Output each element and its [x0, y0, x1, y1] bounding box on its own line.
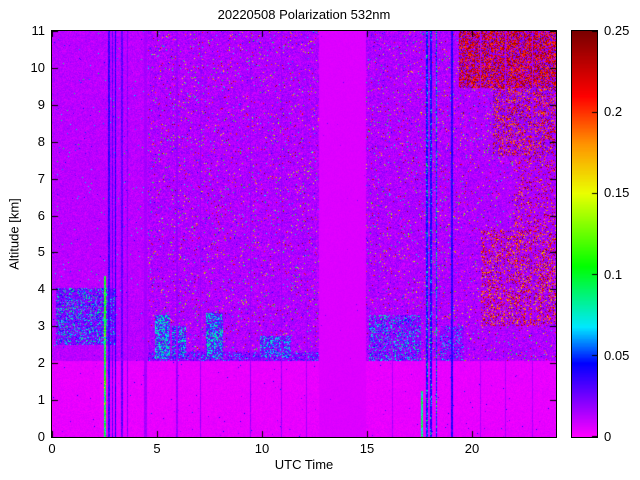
y-tick-label: 7: [37, 170, 45, 186]
y-tick-label: 2: [37, 355, 45, 371]
y-tick-label: 6: [37, 207, 45, 223]
x-tick-label: 10: [254, 441, 270, 456]
y-tick-label: 8: [37, 133, 45, 149]
x-tick-label: 20: [464, 441, 480, 456]
colorbar-tick-label: 0.25: [604, 23, 630, 38]
y-tick-label: 0: [37, 429, 45, 444]
y-tick-label: 1: [37, 392, 45, 408]
x-tick-label: 0: [48, 441, 56, 456]
colorbar-tick-label: 0.15: [604, 185, 630, 201]
y-tick-label: 5: [37, 244, 45, 260]
colorbar-tick-label: 0.2: [604, 104, 623, 120]
y-tick-label: 3: [37, 318, 45, 334]
y-tick-label: 9: [37, 96, 45, 112]
colorbar-tick-label: 0.1: [604, 266, 623, 282]
colorbar-tick-label: 0.05: [604, 347, 630, 363]
y-tick-label: 4: [37, 281, 45, 297]
x-tick-label: 15: [359, 441, 375, 456]
y-tick-label: 10: [30, 59, 45, 75]
plot-axes-box: [51, 30, 557, 438]
x-axis-label: UTC Time: [274, 457, 334, 472]
colorbar: [571, 30, 598, 438]
colorbar-tick-label: 0: [604, 429, 612, 444]
colorbar-canvas: [572, 31, 597, 437]
y-tick-label: 11: [31, 23, 46, 38]
x-tick-label: 5: [153, 441, 161, 456]
chart-title: 20220508 Polarization 532nm: [217, 7, 391, 22]
heatmap-canvas: [52, 31, 556, 437]
